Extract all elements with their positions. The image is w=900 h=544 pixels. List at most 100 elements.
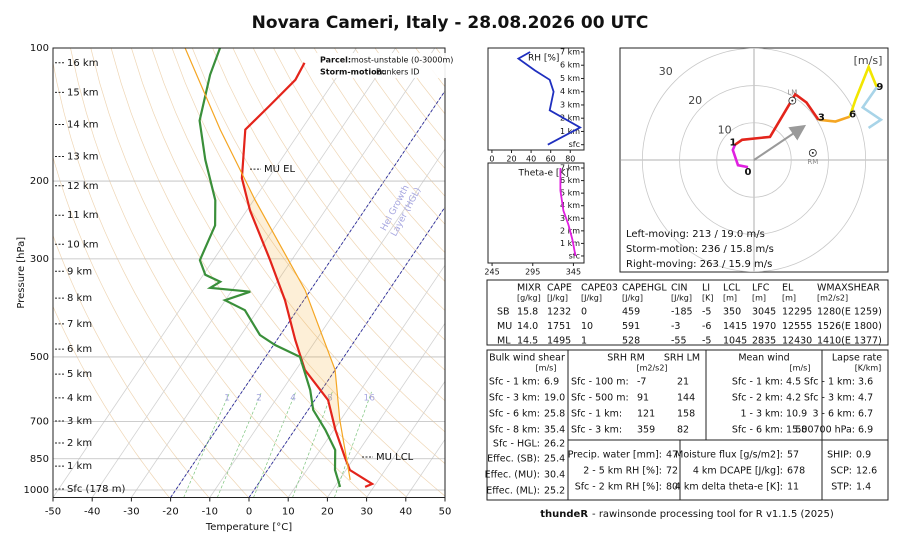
table-text: 6.9 bbox=[544, 377, 559, 388]
table-frame bbox=[486, 349, 889, 501]
table-text: 500700 hPa: bbox=[795, 425, 855, 436]
table-text: Sfc - 2 km: bbox=[732, 393, 783, 404]
height-tick-label: 13 km bbox=[67, 152, 98, 163]
table-text: Sfc - 1 km: bbox=[489, 377, 540, 388]
x-tick-label: 245 bbox=[484, 268, 499, 277]
table-text: -55 bbox=[671, 336, 687, 347]
panel-title: RH [%] bbox=[528, 54, 559, 64]
y-tick-label: 6 km bbox=[560, 176, 580, 185]
hodo-line bbox=[860, 86, 884, 129]
isotherm bbox=[209, 148, 445, 498]
table-text: Sfc - 2 km RH [%]: bbox=[575, 482, 662, 493]
table-text: -185 bbox=[671, 307, 693, 318]
table-text: 3 - 6 km: bbox=[812, 409, 855, 420]
dry-adiabat bbox=[110, 48, 408, 498]
hodo-info: Right-moving: 263 / 15.9 m/s bbox=[626, 259, 772, 270]
table-text: 4.5 bbox=[786, 377, 801, 388]
y-tick-label: 5 km bbox=[560, 189, 580, 198]
table-text: [m/s] bbox=[790, 364, 811, 373]
table-text: MIXR bbox=[517, 283, 542, 294]
panel-frame bbox=[487, 47, 585, 151]
table-text: [J/kg] bbox=[581, 294, 602, 303]
table-text: 528 bbox=[622, 336, 640, 347]
x-tick-label: 80 bbox=[565, 155, 575, 164]
table-text: WMAXSHEAR bbox=[817, 283, 880, 294]
y-tick-label: 500 bbox=[30, 352, 49, 363]
x-tick-label: 295 bbox=[525, 268, 540, 277]
skewt-plot: 1 2 4 8 16 bbox=[53, 48, 445, 498]
table-text: 3045 bbox=[752, 307, 776, 318]
table-text: SRH RM bbox=[607, 353, 645, 364]
hodo-ring-label: 30 bbox=[659, 65, 673, 78]
table-text: 30.4 bbox=[544, 470, 565, 481]
table-text: 12.6 bbox=[856, 466, 877, 477]
table-text: 1 - 3 km: bbox=[740, 409, 783, 420]
table-text: 10 bbox=[581, 321, 593, 332]
table-text: Sfc - 1 km: bbox=[804, 377, 855, 388]
highlight-isotherm bbox=[170, 90, 445, 498]
table-text: CIN bbox=[671, 283, 688, 294]
table-frame bbox=[486, 279, 889, 346]
y-tick-label: 5 km bbox=[560, 74, 580, 83]
height-tick-label: 11 km bbox=[67, 210, 98, 221]
isotherm bbox=[91, 48, 396, 498]
x-tick-label: 0 bbox=[246, 507, 252, 518]
profile-line bbox=[198, 48, 342, 488]
table-text: 1045 bbox=[723, 336, 747, 347]
table-text: Sfc - 500 m: bbox=[571, 393, 629, 404]
table-text: ML bbox=[497, 336, 511, 347]
isotherm bbox=[287, 264, 445, 498]
y-tick-label: 6 km bbox=[560, 61, 580, 70]
height-tick-label: 16 km bbox=[67, 58, 98, 69]
hodo-unit: [m/s] bbox=[854, 54, 883, 67]
y-tick-label: 4 km bbox=[560, 87, 580, 96]
dry-adiabat bbox=[293, 48, 445, 254]
y-tick-label: 300 bbox=[30, 254, 49, 265]
table-text: Sfc - HGL: bbox=[493, 439, 540, 450]
height-tick-label: 14 km bbox=[67, 120, 98, 131]
mover-label: RM bbox=[807, 158, 818, 166]
height-tick-label: 1 km bbox=[67, 461, 92, 472]
table-text: 591 bbox=[622, 321, 640, 332]
dry-adiabat bbox=[53, 60, 289, 498]
table-text: 350 bbox=[723, 307, 741, 318]
table-text: Sfc - 100 m: bbox=[571, 377, 629, 388]
table-text: Effec. (MU): bbox=[485, 470, 540, 481]
hodo-ring-label: 10 bbox=[718, 124, 732, 137]
dry-adiabat bbox=[171, 48, 445, 433]
km-mark: 6 bbox=[849, 110, 856, 121]
height-tick-label: 3 km bbox=[67, 416, 92, 427]
table-text: SHIP: bbox=[827, 450, 852, 461]
x-tick-label: 30 bbox=[360, 507, 373, 518]
hodo-line bbox=[848, 63, 879, 118]
footer-name: thundeR bbox=[540, 509, 588, 520]
table-text: Sfc - 3 km: bbox=[804, 393, 855, 404]
y-tick-label: 850 bbox=[30, 454, 49, 465]
x-tick-label: -20 bbox=[162, 507, 178, 518]
table-text: [m] bbox=[782, 294, 796, 303]
hodo-info: Storm-motion: 236 / 15.8 m/s bbox=[626, 244, 774, 255]
plot-frame bbox=[52, 47, 446, 498]
mixing-ratio-label: 1 bbox=[224, 394, 230, 404]
isotherm bbox=[366, 380, 445, 498]
table-text: Sfc - 1 km: bbox=[732, 377, 783, 388]
mover-dot bbox=[791, 99, 794, 102]
table-text: [m/s] bbox=[536, 364, 557, 373]
table-text: 4.2 bbox=[786, 393, 801, 404]
footer-text: - rawinsonde processing tool for R v1.1.… bbox=[592, 509, 834, 520]
table-text: 1526(E 1800) bbox=[817, 321, 882, 332]
y-tick-label: sfc bbox=[569, 140, 580, 149]
mixing-ratio-label: 4 bbox=[290, 394, 296, 404]
table-text: 359 bbox=[637, 425, 655, 436]
table-text: 4 km delta theta-e [K]: bbox=[675, 482, 783, 493]
figure-title: Novara Cameri, Italy - 28.08.2026 00 UTC bbox=[252, 13, 649, 33]
table-text: 19.0 bbox=[544, 393, 565, 404]
table-text: 4.7 bbox=[858, 393, 873, 404]
km-mark: 1 bbox=[730, 138, 737, 149]
table-text: 11 bbox=[787, 482, 799, 493]
height-tick-label: 10 km bbox=[67, 239, 98, 250]
y-tick-label: 3 km bbox=[560, 214, 580, 223]
table-text: [K] bbox=[702, 294, 714, 303]
table-text: 14.0 bbox=[517, 321, 538, 332]
table-text: Sfc - 6 km: bbox=[489, 409, 540, 420]
